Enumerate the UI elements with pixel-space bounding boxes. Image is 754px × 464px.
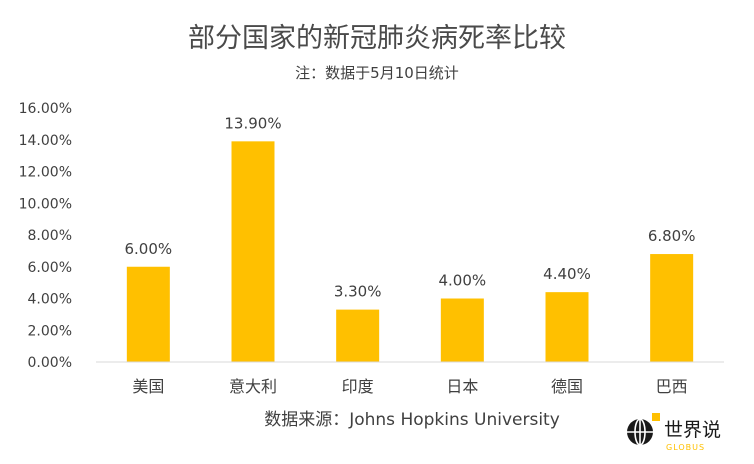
data-label: 6.00% bbox=[125, 240, 173, 258]
bar bbox=[336, 309, 380, 362]
bar bbox=[126, 266, 170, 362]
bar bbox=[545, 292, 589, 362]
globe-icon bbox=[627, 413, 660, 446]
source-note: 数据来源：Johns Hopkins University bbox=[264, 410, 560, 430]
y-axis: 0.00% 2.00% 4.00% 6.00% 8.00% 10.00% 12.00% 14.… bbox=[19, 101, 72, 371]
x-axis: 美国 意大利 印度 日本 德国 巴西 bbox=[96, 361, 724, 396]
y-tick-label: 0.00% bbox=[28, 355, 72, 371]
chart-subtitle: 注：数据于5月10日统计 bbox=[295, 64, 459, 82]
bar bbox=[440, 298, 484, 362]
y-tick-label: 10.00% bbox=[19, 196, 72, 212]
x-tick-label: 巴西 bbox=[656, 377, 688, 396]
bars bbox=[126, 141, 694, 362]
y-tick-label: 16.00% bbox=[19, 101, 72, 117]
y-tick-label: 6.00% bbox=[28, 260, 72, 276]
y-tick-label: 4.00% bbox=[28, 292, 72, 308]
logo-name: 世界说 bbox=[664, 419, 721, 441]
chart-title: 部分国家的新冠肺炎病死率比较 bbox=[188, 23, 566, 54]
y-tick-label: 14.00% bbox=[19, 133, 72, 149]
bar bbox=[231, 141, 275, 362]
x-tick-label: 意大利 bbox=[229, 377, 277, 396]
bar bbox=[650, 254, 694, 362]
x-tick-label: 印度 bbox=[342, 377, 374, 396]
logo-sub: GLOBUS bbox=[666, 443, 705, 452]
data-labels: 6.00% 13.90% 3.30% 4.00% 4.40% 6.80% bbox=[125, 114, 696, 300]
data-label: 4.40% bbox=[543, 265, 591, 283]
x-tick-label: 德国 bbox=[551, 377, 583, 396]
data-label: 6.80% bbox=[648, 227, 696, 245]
x-tick-label: 日本 bbox=[446, 377, 478, 396]
logo: 世界说 GLOBUS bbox=[627, 413, 721, 452]
y-tick-label: 2.00% bbox=[28, 323, 72, 339]
data-label: 4.00% bbox=[439, 272, 487, 290]
y-tick-label: 12.00% bbox=[19, 165, 72, 181]
x-tick-label: 美国 bbox=[132, 377, 164, 396]
data-label: 3.30% bbox=[334, 283, 382, 301]
y-tick-label: 8.00% bbox=[28, 228, 72, 244]
data-label: 13.90% bbox=[224, 114, 281, 132]
